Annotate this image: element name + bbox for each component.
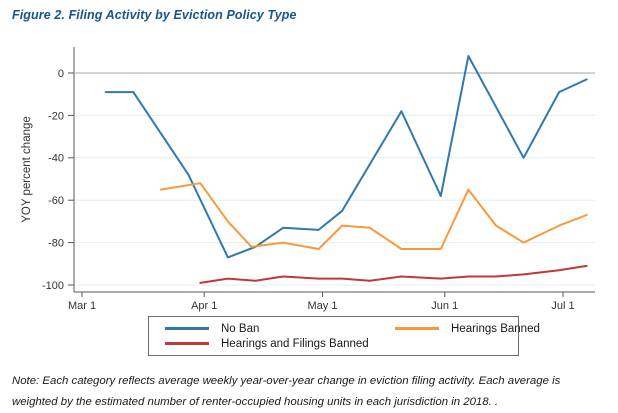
series-line-hearings-and-filings-banned bbox=[199, 264, 588, 284]
legend-label-hearings-and-filings-banned: Hearings and Filings Banned bbox=[221, 337, 369, 350]
chart-legend: No Ban Hearings Banned Hearings and Filing… bbox=[148, 316, 540, 356]
x-tick-label: Jul 1 bbox=[551, 300, 574, 312]
legend-line-sample-hearings-banned bbox=[395, 327, 439, 330]
legend-item-hearings-and-filings-banned: Hearings and Filings Banned bbox=[165, 338, 395, 350]
figure-note: Note: Each category reflects average wee… bbox=[12, 375, 561, 408]
series-line-hearings-banned bbox=[159, 182, 588, 250]
legend-line-sample-no-ban bbox=[165, 327, 209, 330]
line-chart: 0 -20 -40 -60 -80 -100 Mar 1 Apr 1 May 1 Jun 1 Jul… bbox=[21, 47, 595, 312]
legend-item-hearings-banned: Hearings Banned bbox=[395, 323, 540, 335]
y-tick-label: -40 bbox=[48, 153, 64, 165]
y-tick-label: -100 bbox=[42, 280, 64, 292]
y-tick-label: -20 bbox=[48, 110, 64, 122]
x-tick-label: Mar 1 bbox=[68, 300, 96, 312]
x-tick-label: Jun 1 bbox=[431, 300, 458, 312]
legend-label-no-ban: No Ban bbox=[221, 322, 260, 335]
legend-item-no-ban: No Ban bbox=[165, 323, 395, 335]
y-tick-label: 0 bbox=[58, 68, 64, 80]
figure-title: Figure 2. Filing Activity by Eviction Po… bbox=[12, 8, 297, 22]
legend-label-hearings-banned: Hearings Banned bbox=[451, 322, 540, 335]
y-tick-label: -60 bbox=[48, 195, 64, 207]
x-tick-label: Apr 1 bbox=[191, 300, 217, 312]
series-line-no-ban bbox=[104, 55, 588, 259]
y-axis-label: YOY percent change bbox=[21, 116, 33, 223]
x-tick-label: May 1 bbox=[308, 300, 338, 312]
legend-line-sample-hearings-and-filings-banned bbox=[165, 342, 209, 345]
chart-canvas: 0 -20 -40 -60 -80 -100 Mar 1 Apr 1 May 1 Jun 1 Jul… bbox=[21, 47, 595, 312]
y-tick-label: -80 bbox=[48, 237, 64, 249]
